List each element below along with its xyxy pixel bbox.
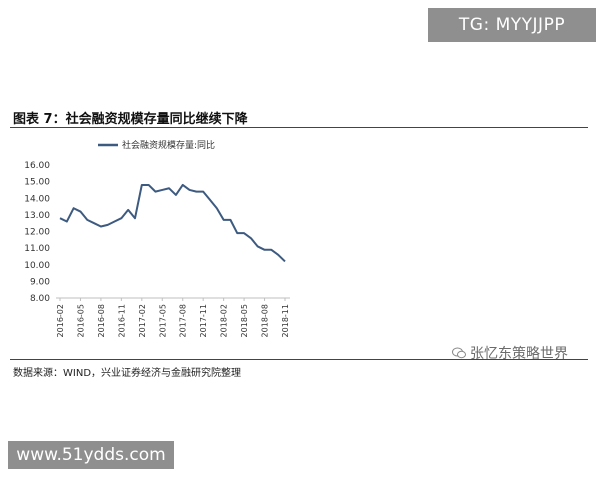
x-tick-label: 2016-11 [117,304,126,337]
x-tick-label: 2016-08 [97,304,106,337]
source-rule [10,359,588,360]
x-tick-label: 2016-05 [76,304,85,337]
data-point [182,184,184,186]
watermark-bottom: www.51ydds.com [8,441,174,469]
data-point [209,199,211,201]
data-point [141,184,143,186]
x-tick-label: 2018-08 [261,304,270,337]
legend-label: 社会融资规模存量:同比 [122,139,215,151]
x-tick-label: 2017-08 [179,304,188,337]
data-point [264,249,266,251]
data-point [236,232,238,234]
y-tick-label: 12.00 [24,228,50,238]
x-tick-label: 2017-05 [158,304,167,337]
y-tick-label: 10.00 [24,261,50,271]
y-axis-ticks: 16.00 15.00 14.00 13.00 12.00 11.00 10.00 9.00 8… [24,161,50,304]
title-rule [10,127,588,128]
series-line [59,183,286,263]
data-point [195,191,197,193]
data-point [134,217,136,219]
data-point [223,219,225,221]
brand: 张忆东策略世界 [452,343,568,363]
data-point [107,224,109,226]
data-point [59,217,61,219]
data-point [120,217,122,219]
y-tick-label: 8.00 [30,294,50,304]
data-point [250,237,252,239]
x-tick-label: 2017-02 [138,304,147,337]
data-point [216,207,218,209]
data-point [154,191,156,193]
data-point [284,260,286,262]
data-point [189,189,191,191]
data-point [175,194,177,196]
data-point [161,189,163,191]
brand-text: 张忆东策略世界 [470,346,568,362]
data-point [86,219,88,221]
data-point [168,187,170,189]
x-tick-label: 2016-02 [56,304,65,337]
data-point [243,232,245,234]
data-point [257,245,259,247]
x-tick-label: 2017-11 [199,304,208,337]
y-tick-label: 14.00 [24,194,50,204]
y-tick-label: 11.00 [24,244,50,254]
data-point [229,219,231,221]
data-point [202,191,204,193]
x-tick-label: 2018-11 [281,304,290,337]
data-point [66,221,68,223]
wechat-icon [452,347,466,359]
data-point [93,222,95,224]
figure-title: 图表 7：社会融资规模存量同比继续下降 [13,112,248,127]
x-tick-label: 2018-05 [240,304,249,337]
x-tick-label: 2018-02 [220,304,229,337]
y-tick-label: 15.00 [24,178,50,188]
data-point [100,226,102,228]
y-tick-label: 9.00 [30,277,50,287]
data-point [270,249,272,251]
data-point [79,211,81,213]
data-point [148,184,150,186]
source-note: 数据来源：WIND，兴业证券经济与金融研究院整理 [13,368,242,379]
legend: 社会融资规模存量:同比 [98,139,215,151]
x-axis-ticks: 2016-02 2016-05 2016-08 2016-11 2017-02 2017-… [56,298,290,337]
y-tick-label: 13.00 [24,211,50,221]
data-point [73,207,75,209]
watermark-top: TG: MYYJJPP [428,8,596,42]
data-point [127,209,129,211]
data-point [114,221,116,223]
y-tick-label: 16.00 [24,161,50,171]
data-point [277,254,279,256]
